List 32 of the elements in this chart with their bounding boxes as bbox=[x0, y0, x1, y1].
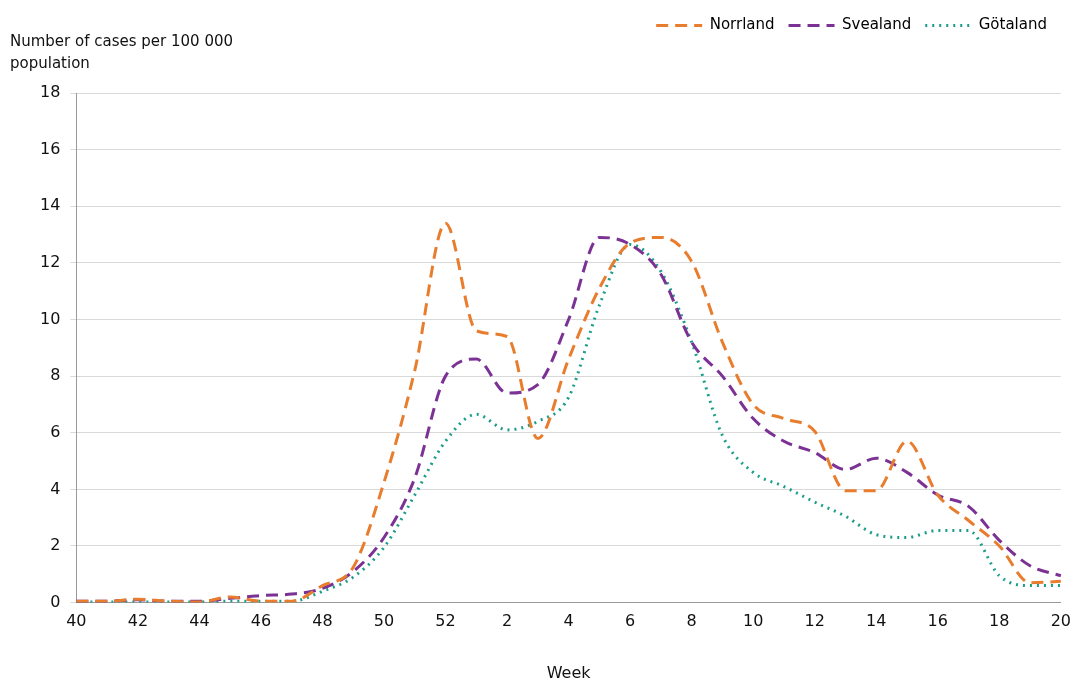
x-tick-label: 40 bbox=[66, 611, 87, 631]
x-tick-label: 6 bbox=[625, 611, 636, 631]
legend-label: Norrland bbox=[709, 15, 775, 34]
x-tick-label: 18 bbox=[989, 611, 1010, 631]
y-tick-label: 12 bbox=[40, 252, 61, 272]
x-axis-title: Week bbox=[546, 662, 592, 682]
y-tick-label: 16 bbox=[40, 138, 61, 158]
y-tick-label: 10 bbox=[40, 308, 61, 328]
x-tick-label: 52 bbox=[435, 611, 456, 631]
x-tick-label: 8 bbox=[686, 611, 697, 631]
x-tick-label: 46 bbox=[250, 611, 272, 631]
y-tick-label: 8 bbox=[50, 365, 61, 385]
x-tick-label: 4 bbox=[563, 611, 574, 631]
legend-label: Götaland bbox=[978, 15, 1047, 34]
x-tick-label: 10 bbox=[743, 611, 764, 631]
x-tick-label: 14 bbox=[866, 611, 887, 631]
y-axis-title: Number of cases per 100 000 population bbox=[10, 31, 235, 74]
x-tick-label: 12 bbox=[804, 611, 825, 631]
legend-label: Svealand bbox=[842, 15, 912, 34]
y-tick-label: 14 bbox=[40, 195, 61, 215]
y-tick-label: 18 bbox=[40, 82, 61, 102]
y-tick-label: 0 bbox=[50, 591, 61, 611]
x-tick-label: 2 bbox=[501, 611, 513, 631]
x-tick-label: 42 bbox=[127, 611, 149, 631]
x-tick-label: 16 bbox=[927, 611, 948, 631]
y-tick-label: 4 bbox=[50, 478, 61, 498]
x-tick-label: 44 bbox=[189, 611, 210, 631]
y-tick-label: 6 bbox=[50, 421, 61, 441]
y-tick-label: 2 bbox=[50, 535, 61, 555]
x-tick-label: 48 bbox=[312, 611, 333, 631]
x-tick-label: 20 bbox=[1050, 611, 1071, 631]
x-tick-label: 50 bbox=[373, 611, 395, 631]
